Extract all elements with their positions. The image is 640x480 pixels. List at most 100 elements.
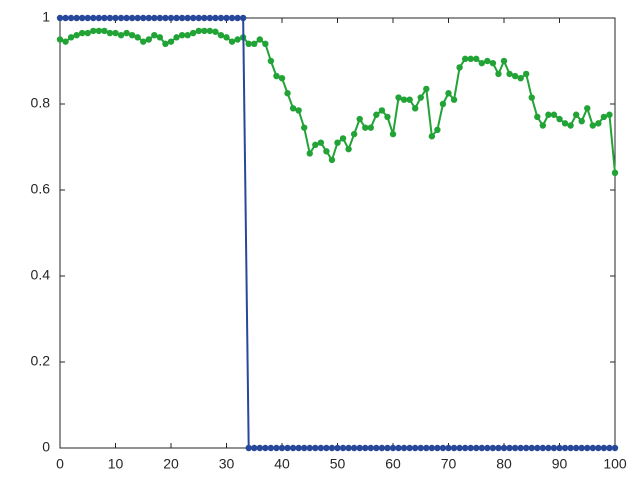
point (145, 14, 152, 22)
point (350, 444, 358, 452)
point (56, 14, 64, 22)
point (400, 96, 408, 103)
point (284, 90, 291, 97)
point (101, 14, 108, 22)
point (478, 444, 485, 452)
point (534, 113, 541, 121)
point (284, 444, 291, 452)
point (589, 122, 596, 129)
point (434, 126, 441, 133)
y-tick-label: 0.8 (31, 95, 51, 111)
point (456, 64, 463, 71)
point (273, 72, 280, 80)
point (79, 14, 86, 22)
point (461, 444, 469, 452)
point (117, 32, 125, 39)
point (595, 120, 602, 127)
point (312, 444, 319, 452)
point (539, 444, 547, 452)
point (517, 444, 524, 452)
point (511, 444, 519, 452)
point (334, 444, 341, 452)
point (495, 444, 502, 452)
point (306, 444, 313, 452)
point (523, 444, 530, 452)
point (67, 34, 75, 41)
point (190, 29, 197, 37)
point (195, 27, 202, 35)
point (328, 444, 336, 452)
point (561, 120, 569, 127)
x-tick-label: 10 (108, 456, 124, 472)
point (489, 444, 497, 452)
point (134, 14, 141, 22)
point (73, 32, 80, 39)
point (373, 111, 380, 118)
point (112, 14, 119, 22)
point (84, 14, 91, 22)
point (584, 105, 591, 112)
point (345, 145, 352, 153)
point (217, 32, 225, 39)
point (334, 139, 341, 146)
point (234, 36, 241, 43)
point (151, 14, 158, 22)
point (362, 444, 369, 452)
point (323, 444, 330, 452)
x-tick-label: 70 (441, 456, 457, 472)
point (550, 444, 558, 452)
point (234, 14, 241, 22)
point (495, 70, 502, 78)
point (245, 444, 252, 452)
point (162, 40, 169, 47)
point (550, 111, 558, 118)
point (445, 90, 452, 97)
point (190, 14, 197, 22)
point (128, 14, 136, 22)
point (556, 115, 563, 123)
point (151, 32, 158, 39)
point (506, 70, 513, 78)
point (195, 14, 202, 22)
point (356, 115, 363, 123)
point (184, 32, 191, 39)
point (173, 14, 180, 22)
point (567, 444, 574, 452)
point (395, 94, 402, 101)
point (406, 96, 413, 103)
point (245, 40, 252, 47)
point (145, 36, 152, 43)
point (445, 444, 452, 452)
point (611, 444, 619, 452)
point (123, 14, 130, 22)
point (212, 28, 219, 35)
x-tick-label: 20 (163, 456, 179, 472)
point (439, 444, 447, 452)
x-tick-label: 30 (219, 456, 235, 472)
point (572, 444, 580, 452)
point (251, 40, 258, 47)
point (117, 14, 125, 22)
x-tick-label: 0 (56, 456, 64, 472)
point (256, 444, 263, 452)
point (567, 122, 574, 129)
point (79, 29, 86, 37)
point (339, 444, 347, 452)
point (606, 444, 613, 452)
point (178, 14, 186, 22)
point (395, 444, 402, 452)
point (173, 34, 180, 41)
x-tick-label: 100 (603, 456, 627, 472)
point (561, 444, 569, 452)
point (217, 14, 225, 22)
point (362, 124, 369, 131)
point (267, 57, 275, 65)
point (434, 444, 441, 452)
point (90, 14, 97, 22)
point (600, 113, 608, 121)
point (201, 14, 208, 22)
point (178, 32, 186, 39)
point (278, 444, 286, 452)
point (167, 14, 175, 22)
point (611, 169, 619, 176)
